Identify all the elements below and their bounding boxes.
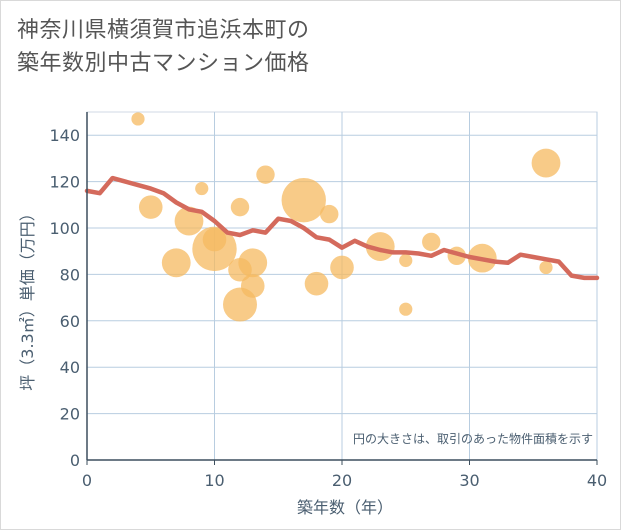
data-bubble [281, 177, 326, 223]
data-bubble [422, 232, 441, 252]
y-axis-label: 坪（3.3㎡）単価（万円） [18, 205, 37, 390]
x-tick-label: 40 [587, 471, 607, 490]
trend-line-layer [84, 175, 600, 281]
chart-title-line-2: 築年数別中古マンション価格 [17, 51, 310, 76]
x-tick-label: 0 [82, 471, 92, 490]
data-bubble [399, 253, 413, 268]
data-bubble [304, 271, 329, 296]
x-axis-label: 築年数（年） [297, 498, 393, 517]
data-bubble [238, 248, 268, 278]
chart-title-line-1: 神奈川県横須賀市追浜本町の [17, 18, 310, 43]
bubble-layer [131, 112, 561, 322]
data-bubble [256, 165, 275, 184]
data-bubble [330, 255, 354, 280]
data-bubble [131, 112, 145, 126]
data-bubble [192, 226, 237, 272]
grid-layer [86, 111, 598, 461]
y-tick-label: 40 [60, 358, 80, 377]
data-bubble [531, 148, 561, 178]
y-tick-label: 0 [70, 451, 80, 470]
data-bubble [195, 181, 209, 196]
size-note: 円の大きさは、取引のあった物件面積を示す [353, 431, 593, 446]
data-bubble [138, 195, 163, 219]
x-tick-label: 20 [332, 471, 352, 490]
data-bubble [161, 248, 191, 278]
axis-layer: 0 20 40 60 80 100 120 140 0 10 20 30 40 [49, 112, 607, 490]
data-bubble [320, 204, 339, 224]
data-bubble [365, 232, 395, 261]
y-tick-label: 100 [49, 219, 80, 238]
data-bubble [539, 260, 553, 275]
data-bubble [240, 274, 265, 298]
y-tick-label: 80 [60, 265, 80, 284]
trend-line [84, 175, 600, 281]
y-tick-label: 140 [49, 126, 80, 145]
y-tick-label: 60 [60, 312, 80, 331]
chart-title: 神奈川県横須賀市追浜本町の 築年数別中古マンション価格 [17, 14, 310, 80]
data-bubble [174, 206, 204, 236]
y-tick-label: 20 [60, 405, 80, 424]
data-bubble [399, 302, 413, 316]
data-bubble [230, 197, 250, 217]
y-tick-label: 120 [49, 173, 80, 192]
x-tick-label: 10 [204, 471, 224, 490]
x-tick-label: 30 [459, 471, 479, 490]
